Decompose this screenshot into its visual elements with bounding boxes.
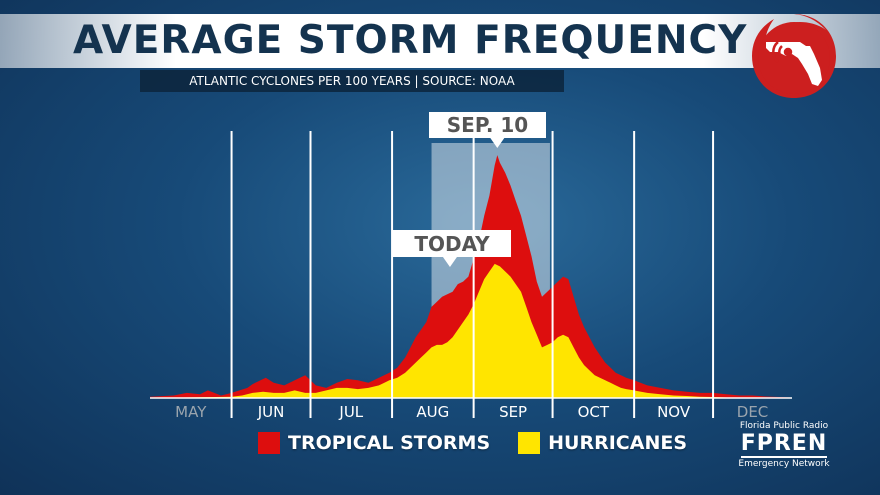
grid-layer	[230, 131, 715, 418]
area-layer	[150, 155, 792, 399]
chart-subtitle: ATLANTIC CYCLONES PER 100 YEARS | SOURCE…	[140, 70, 564, 92]
month-label: SEP	[499, 403, 527, 421]
fpren-line3: Emergency Network	[738, 459, 830, 469]
month-label: JUN	[257, 403, 285, 421]
month-label: JUL	[338, 403, 363, 421]
callout-sep-10-pointer	[490, 138, 505, 148]
callout-today: TODAY	[393, 230, 511, 267]
callout-sep-10-label: SEP. 10	[447, 113, 528, 137]
month-label: MAY	[175, 403, 207, 421]
month-label: OCT	[578, 403, 610, 421]
series-area-hurricanes	[150, 263, 792, 398]
chart-title: AVERAGE STORM FREQUENCY	[73, 18, 748, 63]
callout-sep-10-box	[429, 112, 546, 138]
callout-today-pointer	[442, 257, 457, 267]
legend-item-hurricanes: HURRICANES	[518, 432, 687, 454]
legend-label-hurricanes: HURRICANES	[548, 432, 688, 454]
series-area-tropical-storms	[150, 155, 792, 398]
fpren-line1: Florida Public Radio	[739, 421, 829, 431]
month-label: NOV	[657, 403, 691, 421]
radio-waves-icon	[772, 41, 793, 63]
storm-florida-logo-icon	[752, 14, 836, 98]
annotation-layer: SEP. 10 TODAY	[393, 112, 546, 267]
month-label: AUG	[416, 403, 449, 421]
tick-layer: MAY JUN JUL AUG SEP OCT NOV DEC	[175, 403, 768, 421]
fpren-wordmark: FPREN	[740, 431, 828, 458]
title-bar	[0, 14, 880, 68]
callout-today-box	[393, 230, 511, 257]
legend: TROPICAL STORMS HURRICANES	[258, 429, 715, 457]
legend-label-tropical: TROPICAL STORMS	[288, 432, 491, 454]
month-label: DEC	[737, 403, 769, 421]
legend-swatch-tropical	[258, 432, 280, 454]
legend-item-tropical: TROPICAL STORMS	[258, 432, 490, 454]
legend-swatch-hurricanes	[518, 432, 541, 454]
callout-sep-10: SEP. 10	[429, 112, 546, 148]
callout-today-label: TODAY	[414, 232, 490, 256]
fpren-logo: Florida Public Radio FPREN Emergency Net…	[728, 420, 840, 470]
